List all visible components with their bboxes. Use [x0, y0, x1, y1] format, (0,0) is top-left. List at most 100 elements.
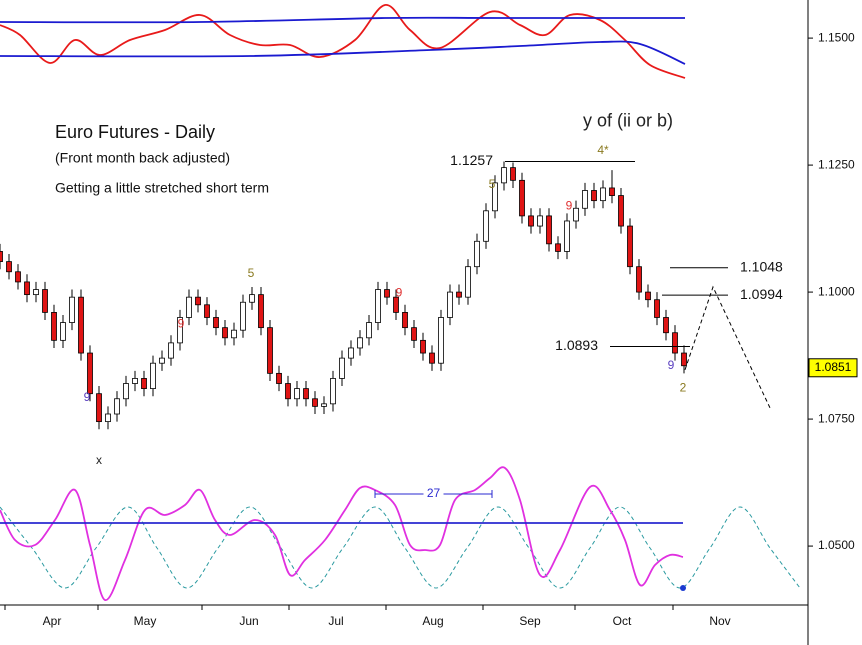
candle-body — [645, 291, 651, 301]
candle-body — [231, 329, 237, 339]
candle-body — [636, 266, 642, 293]
candle-body — [33, 289, 39, 296]
candle-body — [42, 289, 48, 313]
candle-body — [618, 195, 624, 227]
projection-line — [684, 285, 771, 409]
indicator-line — [0, 506, 801, 589]
candle-body — [429, 352, 435, 364]
candle-body — [609, 187, 615, 196]
candle-body — [132, 378, 138, 384]
candle-body — [492, 182, 498, 212]
x-tick-label: Sep — [519, 614, 541, 628]
candle-body — [339, 357, 345, 379]
candle-body — [285, 383, 291, 400]
candle-body — [159, 357, 165, 364]
cycle-label: 27 — [427, 486, 441, 500]
candle-body — [465, 266, 471, 298]
candle-body — [384, 289, 390, 298]
annotation: 9 — [566, 198, 573, 212]
annotation: 9 — [396, 285, 403, 299]
candle-body — [69, 296, 75, 323]
candle-body — [24, 281, 30, 296]
candle-body — [357, 337, 363, 349]
level-label: 1.0994 — [740, 286, 783, 302]
candle-body — [447, 291, 453, 318]
annotation: 4* — [597, 143, 609, 157]
candle-body — [276, 372, 282, 384]
candle-body — [546, 215, 552, 245]
candle-body — [627, 225, 633, 268]
candle-body — [573, 207, 579, 222]
candle-body — [213, 317, 219, 329]
x-tick-label: Apr — [43, 614, 62, 628]
x-tick-label: Jul — [328, 614, 343, 628]
candle-body — [654, 299, 660, 318]
candle-body — [114, 398, 120, 415]
candle-body — [519, 179, 525, 217]
x-tick-label: May — [134, 614, 157, 628]
candle-body — [591, 190, 597, 202]
level-label: 1.1048 — [740, 258, 783, 274]
annotation: x — [96, 453, 102, 467]
level-label: 1.0893 — [555, 337, 598, 353]
candle-body — [564, 220, 570, 252]
candle-body — [681, 352, 687, 367]
candle-body — [123, 383, 129, 400]
candle-body — [6, 261, 12, 273]
x-tick-label: Jun — [239, 614, 258, 628]
candle-body — [510, 167, 516, 181]
y-tick-label: 1.0750 — [818, 411, 855, 425]
annotation: 2 — [680, 380, 687, 394]
candle-body — [204, 304, 210, 318]
candle-body — [78, 296, 84, 354]
y-tick-label: 1.1500 — [818, 30, 855, 44]
last-price-label: 1.0851 — [815, 360, 852, 374]
y-tick-label: 1.0500 — [818, 538, 855, 552]
last-price-box — [808, 358, 858, 378]
candle-body — [168, 342, 174, 359]
chart-subtitle: (Front month back adjusted) — [55, 150, 230, 166]
candle-body — [195, 296, 201, 306]
marker — [680, 585, 686, 591]
candle-body — [438, 317, 444, 364]
candle-body — [528, 215, 534, 227]
annotation: 9 — [84, 390, 91, 404]
candle-body — [87, 352, 93, 395]
candle-body — [258, 294, 264, 329]
annotation: 9 — [668, 358, 675, 372]
candle-body — [600, 187, 606, 202]
chart-note: Getting a little stretched short term — [55, 180, 269, 196]
candle-body — [501, 167, 507, 184]
candle-body — [402, 312, 408, 329]
level-label: 1.1257 — [450, 152, 493, 168]
annotation: 9 — [178, 316, 185, 330]
candle-body — [672, 332, 678, 354]
indicator-line — [0, 466, 684, 601]
y-tick-label: 1.1000 — [818, 284, 855, 298]
x-tick-label: Oct — [613, 614, 632, 628]
y-tick-label: 1.1250 — [818, 157, 855, 171]
candle-body — [240, 301, 246, 331]
annotation: y of (ii or b) — [583, 111, 673, 131]
candle-body — [186, 296, 192, 318]
candle-body — [420, 339, 426, 354]
indicator-line — [0, 40, 686, 65]
candle-body — [51, 312, 57, 341]
cycle-label-bg — [423, 487, 444, 501]
candle-body — [249, 294, 255, 303]
candle-body — [456, 291, 462, 298]
candle-body — [105, 413, 111, 423]
indicator-line — [0, 4, 686, 79]
annotation: 5 — [248, 266, 255, 280]
candle-body — [555, 243, 561, 252]
candle-body — [60, 322, 66, 341]
candle-body — [393, 296, 399, 313]
candle-body — [267, 327, 273, 374]
candle-body — [150, 362, 156, 390]
x-tick-label: Aug — [422, 614, 443, 628]
candle-body — [303, 388, 309, 400]
candle-body — [0, 251, 3, 263]
candle-body — [348, 347, 354, 359]
candle-body — [294, 388, 300, 400]
